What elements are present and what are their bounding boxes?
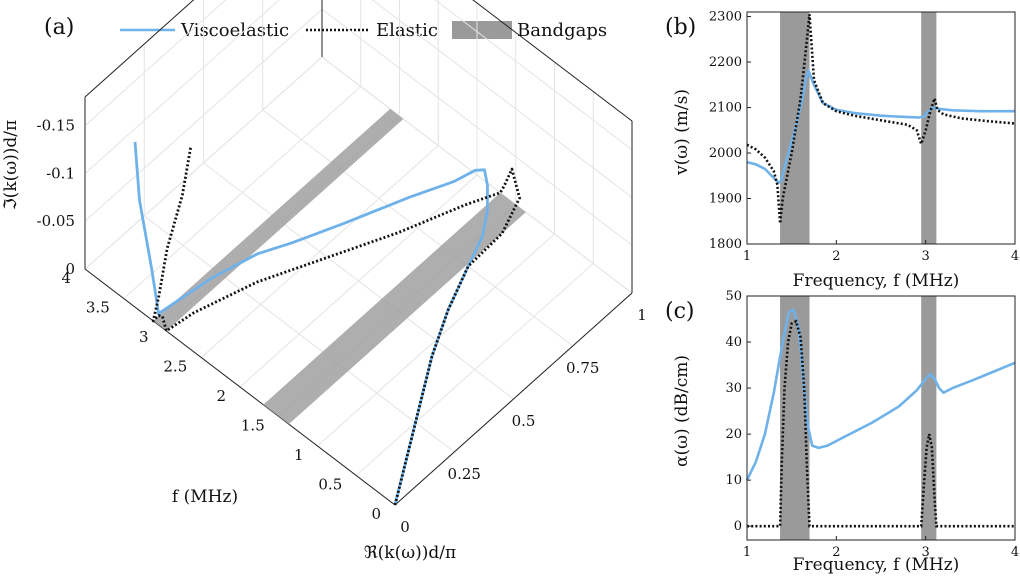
grid-line: [84, 0, 227, 127]
panel-label-a: (a): [44, 15, 74, 40]
y-tick-label: 2200: [709, 55, 742, 70]
chart-a-zlabel: ℑ(k(ω))d/π: [1, 120, 21, 210]
y-tick-label: 1.5: [241, 417, 265, 435]
legend-bandgaps-swatch: [452, 21, 512, 39]
y-tick-label: 0.5: [318, 476, 342, 494]
grid-line: [84, 56, 323, 270]
panel-label-c: (c): [665, 299, 695, 324]
grid-line: [239, 174, 478, 388]
bandgap-band: [263, 192, 526, 425]
chart-a-ticks: 00.250.50.75100.511.522.533.540-0.05-0.1…: [37, 117, 647, 536]
x-tick-label: 1: [743, 249, 751, 264]
chart-c-ylabel: α(ω) (dB/cm): [672, 355, 692, 467]
bandgap-band: [921, 12, 937, 244]
axis-line: [472, 0, 633, 122]
bandgap-band: [153, 108, 404, 331]
grid-line: [123, 86, 362, 299]
x-tick-label: 4: [1011, 249, 1019, 264]
y-tick-label: 10: [725, 473, 742, 488]
x-tick-label: 3: [922, 249, 930, 264]
chart-a-ylabel: f (MHz): [172, 487, 238, 507]
grid-line: [321, 56, 633, 294]
x-tick-label: 3: [922, 545, 930, 560]
grid-line: [84, 8, 323, 222]
x-tick-label: 2: [832, 249, 840, 264]
series-line-elastic: [747, 319, 1015, 528]
grid-line: [200, 145, 439, 358]
legend-elastic-label: Elastic: [376, 20, 438, 41]
y-tick-label: 0: [734, 519, 742, 534]
grid-line: [371, 0, 633, 198]
series-line-viscoelastic: [745, 307, 1016, 481]
legend: Viscoelastic Elastic Bandgaps: [120, 20, 607, 41]
y-tick-label: 50: [725, 289, 742, 304]
y-tick-label: 3: [139, 328, 149, 346]
x-tick-label: 0: [400, 518, 410, 536]
legend-viscoelastic-label: Viscoelastic: [180, 20, 289, 41]
x-tick-label: 1: [637, 306, 647, 324]
x-tick-label: 0.5: [512, 412, 536, 430]
x-tick-label: 0.75: [566, 359, 599, 377]
y-tick-label: 4: [61, 269, 71, 287]
chart-b-xlabel: Frequency, f (MHz): [793, 271, 960, 291]
chart-a-grid: [84, 0, 633, 506]
chart-c-xlabel: Frequency, f (MHz): [793, 555, 960, 575]
y-tick-label: 3.5: [86, 299, 110, 317]
y-tick-label: 2000: [709, 146, 742, 161]
z-tick-label: -0.05: [37, 212, 75, 230]
y-tick-label: 1: [294, 446, 304, 464]
grid-line: [355, 263, 594, 476]
chart-a-series: [133, 141, 521, 506]
z-tick-label: 0: [65, 260, 75, 278]
axis-line: [394, 292, 633, 506]
chart-b-ylabel: v(ω) (m/s): [672, 89, 692, 176]
y-tick-label: 0: [371, 505, 381, 523]
z-tick-label: -0.15: [37, 117, 75, 135]
legend-bandgaps-label: Bandgaps: [517, 20, 607, 41]
chart-b: 1 2 3 4 1800 1900 2000 2100 2200 2300 Frequency, …: [672, 10, 1019, 291]
y-tick-label: 2100: [709, 101, 742, 116]
y-tick-label: 1900: [709, 192, 742, 207]
panel-label-b: (b): [665, 15, 696, 40]
chart-b-plot: 1 2 3 4 1800 1900 2000 2100 2200 2300: [709, 10, 1019, 264]
y-tick-label: 1800: [709, 237, 742, 252]
y-tick-label: 2300: [709, 10, 742, 25]
y-tick-label: 2.5: [163, 358, 187, 376]
axis-line: [84, 268, 396, 506]
axis-line: [84, 0, 195, 98]
grid-line: [84, 0, 280, 174]
plot-frame: [746, 295, 1016, 541]
chart-a-3d: 00.250.50.75100.511.522.533.540-0.05-0.1…: [1, 0, 647, 563]
grid-line: [317, 233, 555, 447]
y-tick-label: 20: [725, 427, 742, 442]
plot-frame: [746, 11, 1016, 245]
x-tick-label: 1: [743, 545, 751, 560]
y-tick-label: 30: [725, 381, 742, 396]
chart-a-xlabel: ℜ(k(ω))d/π: [364, 543, 456, 563]
z-tick-label: -0.1: [46, 164, 75, 182]
y-tick-label: 40: [725, 335, 742, 350]
grid-line: [321, 8, 633, 246]
y-tick-label: 2: [216, 387, 226, 405]
series-line-elastic: [746, 14, 1016, 224]
grid-line: [434, 0, 633, 151]
series-line-elastic: [151, 147, 521, 506]
x-tick-label: 2: [832, 545, 840, 560]
x-tick-label: 4: [1011, 545, 1019, 560]
x-tick-label: 0.25: [448, 465, 481, 483]
